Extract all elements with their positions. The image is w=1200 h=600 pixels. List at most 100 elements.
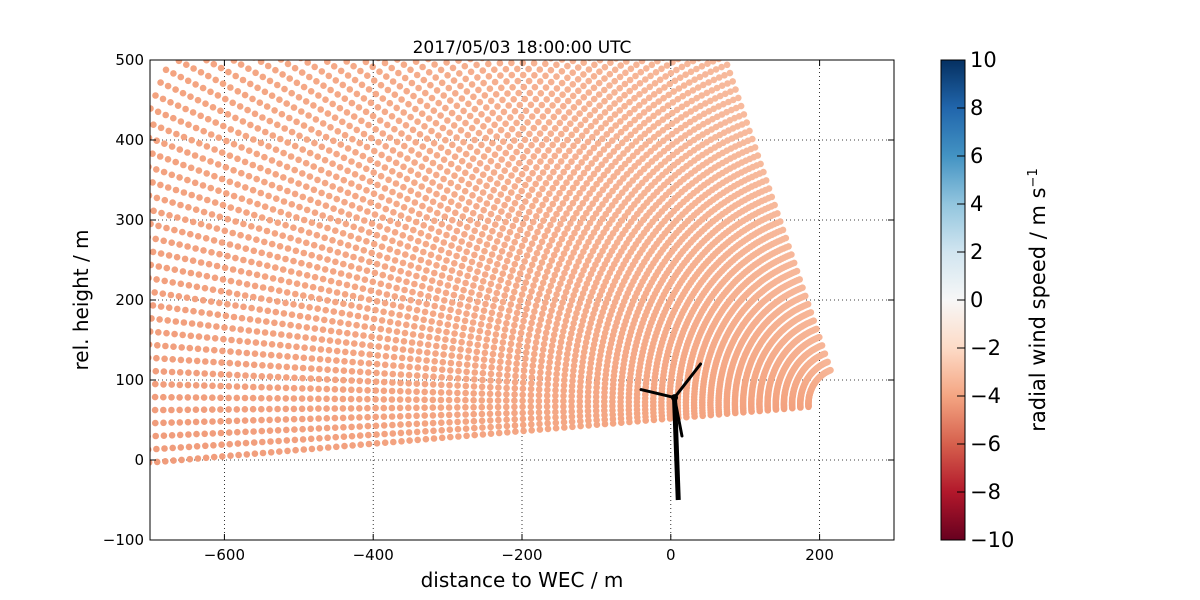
scatter-point <box>535 409 543 416</box>
scatter-point <box>585 89 593 96</box>
scatter-point <box>393 138 401 146</box>
scatter-point <box>225 394 232 402</box>
scatter-point <box>227 126 235 133</box>
scatter-point <box>185 282 193 289</box>
scatter-point <box>293 280 301 288</box>
scatter-point <box>519 421 527 429</box>
scatter-point <box>468 289 475 296</box>
scatter-point <box>259 362 266 369</box>
scatter-point <box>408 79 416 87</box>
scatter-point <box>324 110 332 117</box>
scatter-point <box>353 126 361 134</box>
scatter-point <box>191 152 199 159</box>
scatter-point <box>311 63 319 71</box>
scatter-point <box>217 287 225 295</box>
scatter-point <box>782 234 790 242</box>
scatter-point <box>342 339 350 346</box>
scatter-point <box>325 147 333 154</box>
scatter-point <box>336 164 344 171</box>
scatter-point <box>596 68 603 75</box>
scatter-point <box>340 424 347 431</box>
scatter-point <box>436 183 444 190</box>
scatter-point <box>296 312 304 320</box>
scatter-point <box>429 419 437 427</box>
scatter-point <box>553 136 561 143</box>
scatter-point <box>539 346 547 354</box>
scatter-point <box>505 353 513 360</box>
scatter-point <box>601 86 608 94</box>
scatter-point <box>463 88 471 95</box>
scatter-point <box>462 75 470 83</box>
scatter-point <box>410 92 417 100</box>
scatter-point <box>278 110 286 118</box>
scatter-point <box>553 179 560 187</box>
scatter-point <box>484 146 492 154</box>
scatter-point <box>545 119 553 126</box>
scatter-point <box>344 72 352 79</box>
scatter-point <box>437 112 444 119</box>
scatter-point <box>536 78 544 85</box>
scatter-point <box>511 238 518 246</box>
scatter-point <box>429 396 437 404</box>
scatter-point <box>290 257 297 265</box>
scatter-point <box>487 423 494 431</box>
scatter-point <box>216 299 223 307</box>
scatter-point <box>480 363 487 370</box>
scatter-point <box>251 282 259 290</box>
scatter-point <box>434 209 441 217</box>
scatter-point <box>282 255 289 263</box>
scatter-point <box>423 102 431 110</box>
scatter-point <box>196 321 204 328</box>
scatter-point <box>222 312 230 320</box>
scatter-point <box>337 67 345 75</box>
scatter-point <box>392 159 400 167</box>
scatter-point <box>308 126 315 133</box>
scatter-point <box>508 206 516 213</box>
scatter-point <box>325 72 333 80</box>
scatter-point <box>503 403 510 411</box>
scatter-point <box>469 319 477 326</box>
scatter-point <box>452 209 459 217</box>
scatter-point <box>363 267 371 275</box>
scatter-point <box>203 143 211 150</box>
scatter-point <box>479 314 486 321</box>
scatter-point <box>384 254 391 262</box>
scatter-point <box>209 406 216 413</box>
scatter-point <box>487 193 494 201</box>
scatter-point <box>455 308 462 316</box>
scatter-point <box>245 65 252 72</box>
scatter-point <box>446 129 454 136</box>
scatter-point <box>247 121 254 129</box>
scatter-point <box>497 191 505 198</box>
scatter-point <box>300 354 308 362</box>
scatter-point <box>211 172 218 180</box>
scatter-point <box>407 347 415 354</box>
scatter-point <box>616 73 624 81</box>
scatter-point <box>505 307 513 314</box>
scatter-point <box>483 104 490 111</box>
scatter-point <box>580 71 587 78</box>
scatter-point <box>458 95 466 102</box>
scatter-point <box>275 437 282 445</box>
scatter-point <box>499 298 507 306</box>
scatter-point <box>431 61 438 68</box>
scatter-point <box>554 163 561 170</box>
scatter-point <box>446 426 454 434</box>
scatter-point <box>327 215 334 222</box>
scatter-point <box>451 260 458 267</box>
scatter-point <box>474 341 482 349</box>
scatter-point <box>527 101 535 109</box>
scatter-point <box>250 383 257 391</box>
scatter-point <box>176 419 184 426</box>
scatter-point <box>527 385 535 393</box>
scatter-point <box>522 349 530 357</box>
scatter-point <box>352 331 359 338</box>
scatter-point <box>217 371 225 378</box>
scatter-point <box>318 189 325 197</box>
scatter-point <box>511 422 519 429</box>
scatter-point <box>373 440 381 447</box>
scatter-point <box>478 417 486 425</box>
scatter-point <box>351 340 358 347</box>
scatter-point <box>315 405 322 412</box>
scatter-point <box>382 352 390 360</box>
